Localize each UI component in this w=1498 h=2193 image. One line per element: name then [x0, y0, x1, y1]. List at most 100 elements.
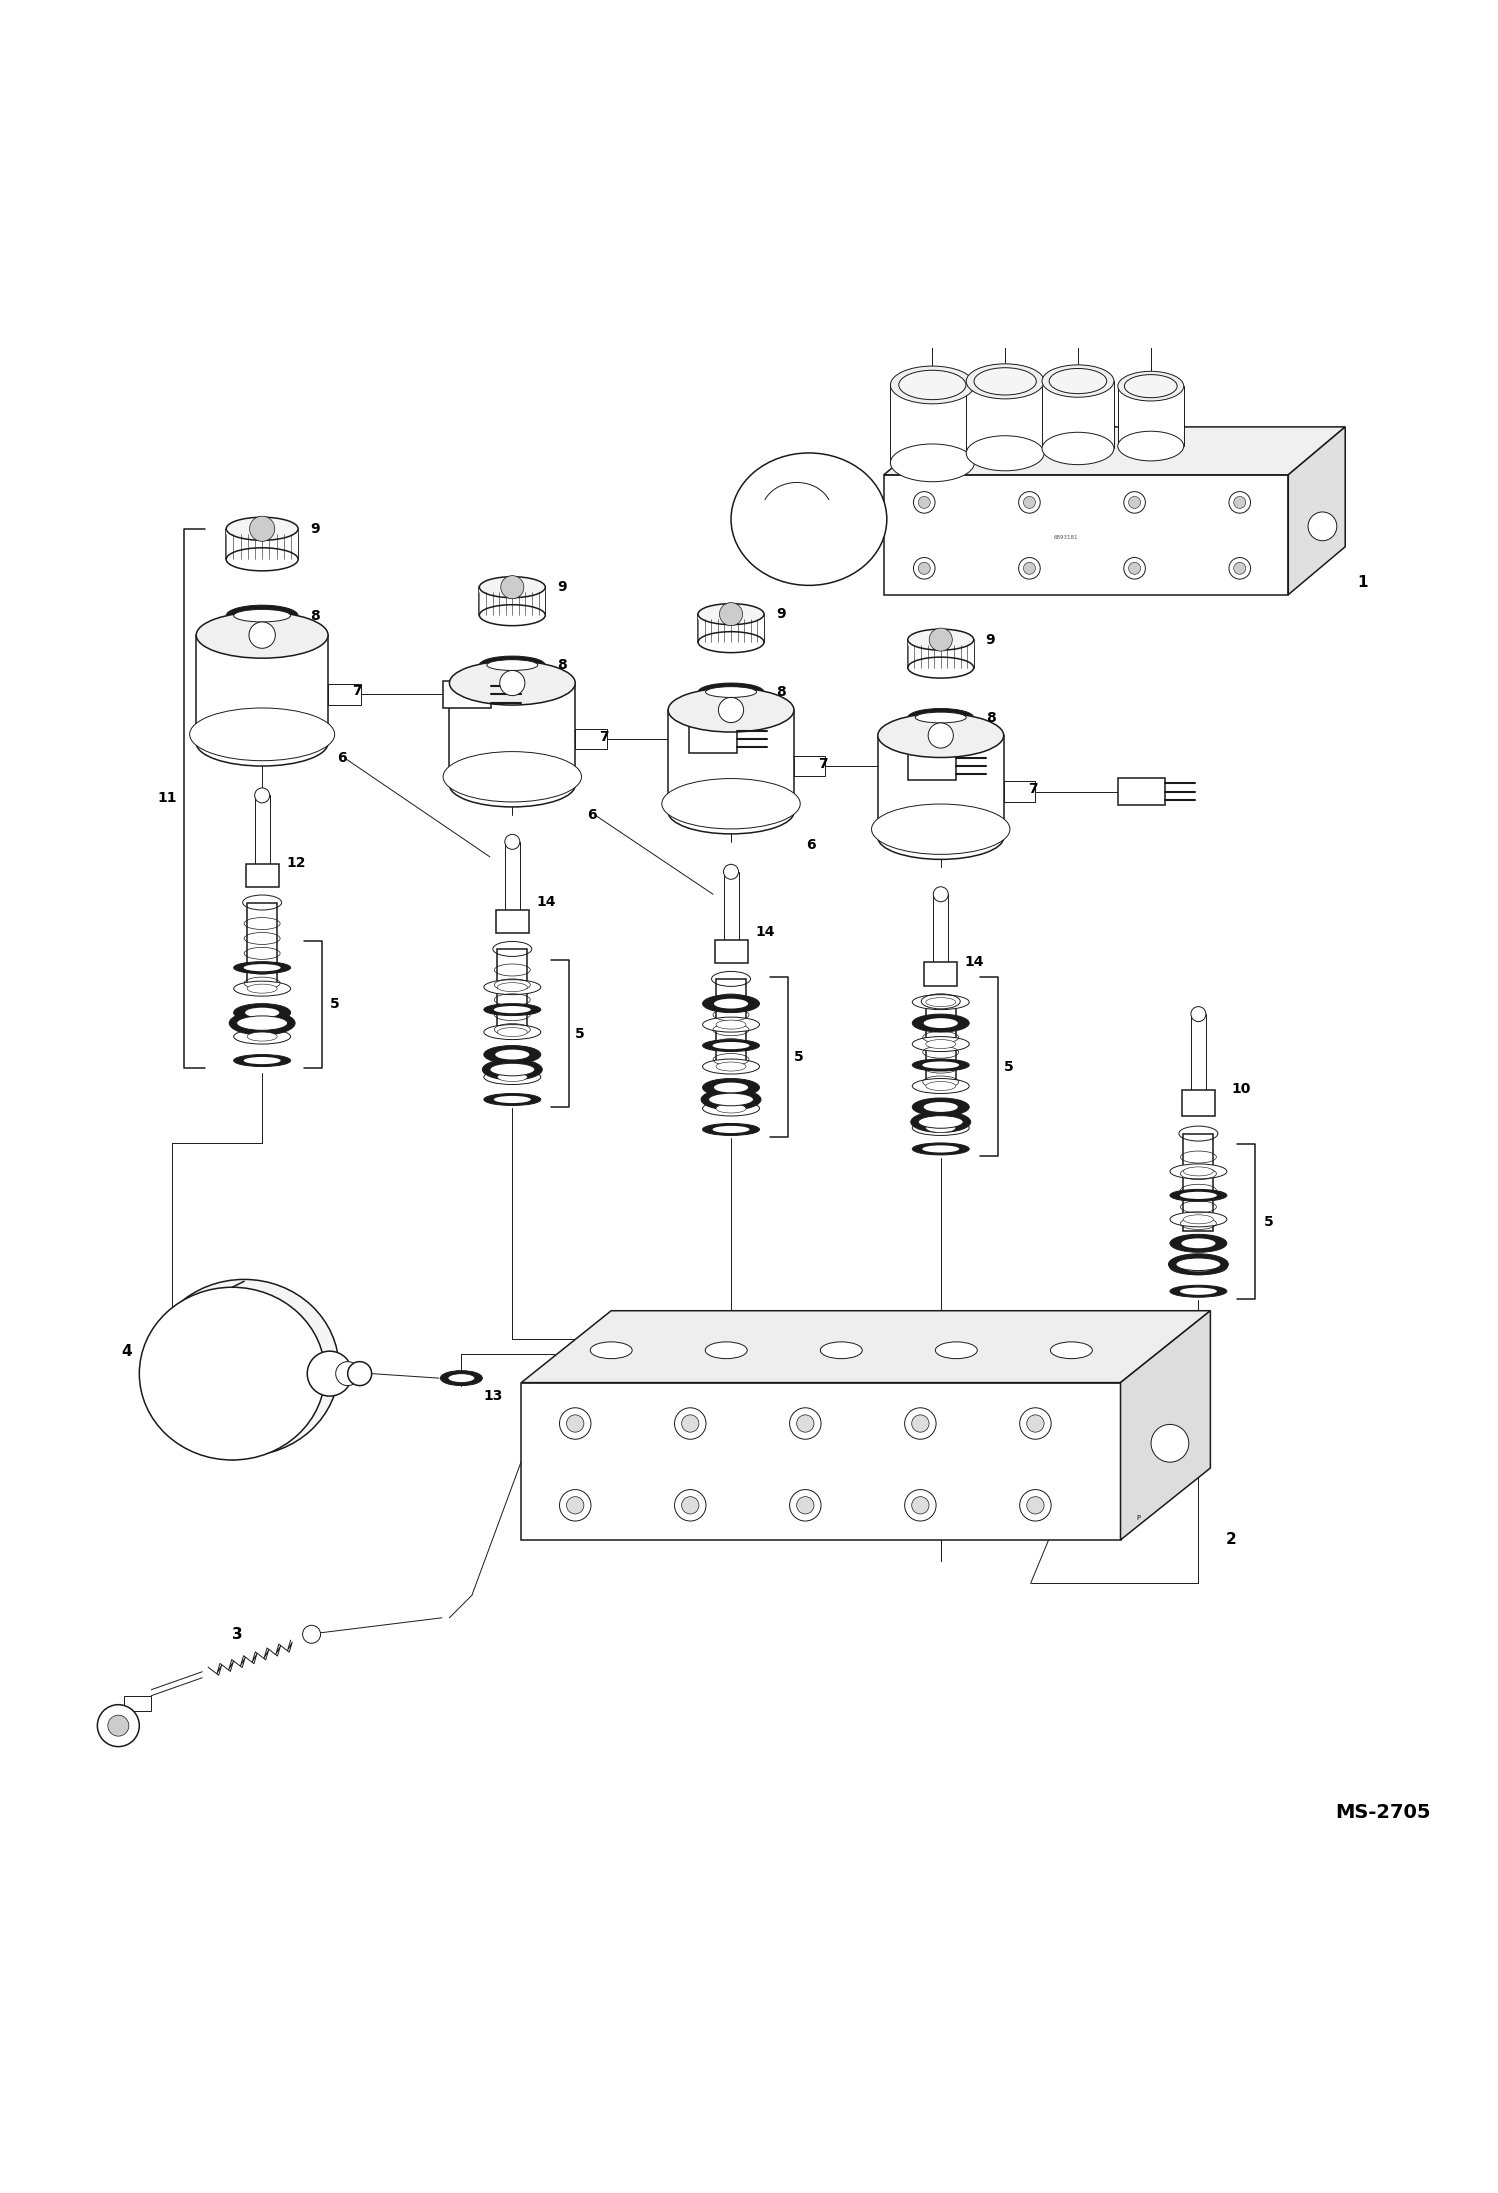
Ellipse shape — [926, 1081, 956, 1090]
Ellipse shape — [1170, 1213, 1227, 1226]
Circle shape — [999, 289, 1011, 303]
Bar — [1061, 283, 1097, 298]
Bar — [724, 873, 739, 941]
Circle shape — [559, 1408, 590, 1439]
Text: 5: 5 — [575, 1026, 586, 1042]
Bar — [890, 386, 974, 463]
Text: 9: 9 — [310, 522, 319, 535]
Ellipse shape — [234, 610, 291, 623]
Ellipse shape — [1180, 1191, 1216, 1200]
Ellipse shape — [715, 998, 748, 1009]
Bar — [479, 588, 545, 616]
Circle shape — [1124, 491, 1146, 513]
Ellipse shape — [1061, 276, 1097, 289]
Ellipse shape — [234, 963, 291, 974]
Ellipse shape — [912, 1059, 969, 1070]
Ellipse shape — [890, 366, 974, 404]
Text: MS-2705: MS-2705 — [1335, 1803, 1431, 1822]
Ellipse shape — [1170, 1285, 1227, 1298]
Ellipse shape — [662, 779, 800, 829]
Circle shape — [918, 496, 930, 509]
Ellipse shape — [923, 1145, 959, 1154]
Circle shape — [1019, 557, 1040, 579]
Ellipse shape — [1182, 1239, 1215, 1248]
Text: 5: 5 — [1264, 1215, 1275, 1228]
Ellipse shape — [890, 443, 974, 482]
Ellipse shape — [1132, 283, 1168, 296]
Circle shape — [789, 1408, 821, 1439]
Bar — [449, 682, 575, 785]
Polygon shape — [884, 476, 1288, 594]
Bar — [698, 614, 764, 643]
Ellipse shape — [448, 1373, 475, 1382]
Text: 6: 6 — [806, 838, 815, 851]
Circle shape — [1308, 511, 1336, 542]
Ellipse shape — [494, 1096, 530, 1103]
Ellipse shape — [701, 1090, 761, 1110]
Text: 4: 4 — [121, 1344, 132, 1360]
Circle shape — [789, 1489, 821, 1522]
Ellipse shape — [924, 1018, 957, 1029]
Bar — [689, 726, 737, 752]
Ellipse shape — [911, 1112, 971, 1132]
Ellipse shape — [440, 1371, 482, 1386]
Bar — [575, 728, 607, 750]
Bar — [196, 636, 328, 743]
Ellipse shape — [484, 1070, 541, 1086]
Ellipse shape — [482, 1059, 542, 1079]
Ellipse shape — [1118, 371, 1183, 401]
Ellipse shape — [229, 1011, 295, 1035]
Ellipse shape — [703, 1018, 759, 1033]
Polygon shape — [521, 1311, 1210, 1382]
Circle shape — [1020, 1408, 1052, 1439]
Circle shape — [559, 1489, 590, 1522]
Ellipse shape — [926, 1123, 956, 1132]
Circle shape — [929, 724, 953, 748]
Ellipse shape — [1138, 206, 1162, 252]
Ellipse shape — [924, 1103, 957, 1112]
Bar — [924, 963, 957, 987]
Circle shape — [250, 515, 274, 542]
Circle shape — [1071, 276, 1085, 289]
Ellipse shape — [1132, 268, 1168, 281]
Text: 9: 9 — [986, 632, 995, 647]
Ellipse shape — [1125, 375, 1177, 397]
Circle shape — [566, 1414, 584, 1432]
Bar — [247, 904, 277, 991]
Circle shape — [905, 1408, 936, 1439]
Circle shape — [1128, 496, 1140, 509]
Ellipse shape — [912, 1099, 969, 1116]
Ellipse shape — [196, 612, 328, 658]
Ellipse shape — [1170, 1164, 1227, 1180]
Ellipse shape — [484, 1094, 541, 1105]
Circle shape — [303, 1625, 321, 1643]
Ellipse shape — [590, 1342, 632, 1360]
Ellipse shape — [918, 1116, 963, 1127]
Ellipse shape — [1067, 224, 1091, 270]
Circle shape — [724, 864, 739, 879]
Ellipse shape — [915, 713, 966, 724]
Polygon shape — [1288, 428, 1345, 594]
Bar — [496, 910, 529, 934]
Ellipse shape — [668, 789, 794, 833]
Text: 7: 7 — [352, 684, 361, 697]
Ellipse shape — [926, 1039, 956, 1048]
Bar — [1182, 1090, 1215, 1116]
Ellipse shape — [706, 686, 756, 697]
Ellipse shape — [1168, 1254, 1228, 1274]
Circle shape — [914, 557, 935, 579]
Bar — [878, 735, 1004, 838]
Bar — [794, 757, 825, 776]
Ellipse shape — [966, 436, 1044, 471]
Circle shape — [682, 1414, 700, 1432]
Ellipse shape — [247, 1033, 277, 1042]
Ellipse shape — [487, 660, 538, 671]
Text: 7: 7 — [599, 730, 608, 743]
Circle shape — [912, 1496, 929, 1513]
Bar — [966, 382, 1044, 454]
Circle shape — [1128, 561, 1140, 575]
Ellipse shape — [716, 1103, 746, 1114]
Ellipse shape — [912, 996, 969, 1009]
Bar — [1118, 386, 1183, 445]
Text: 14: 14 — [965, 954, 984, 969]
